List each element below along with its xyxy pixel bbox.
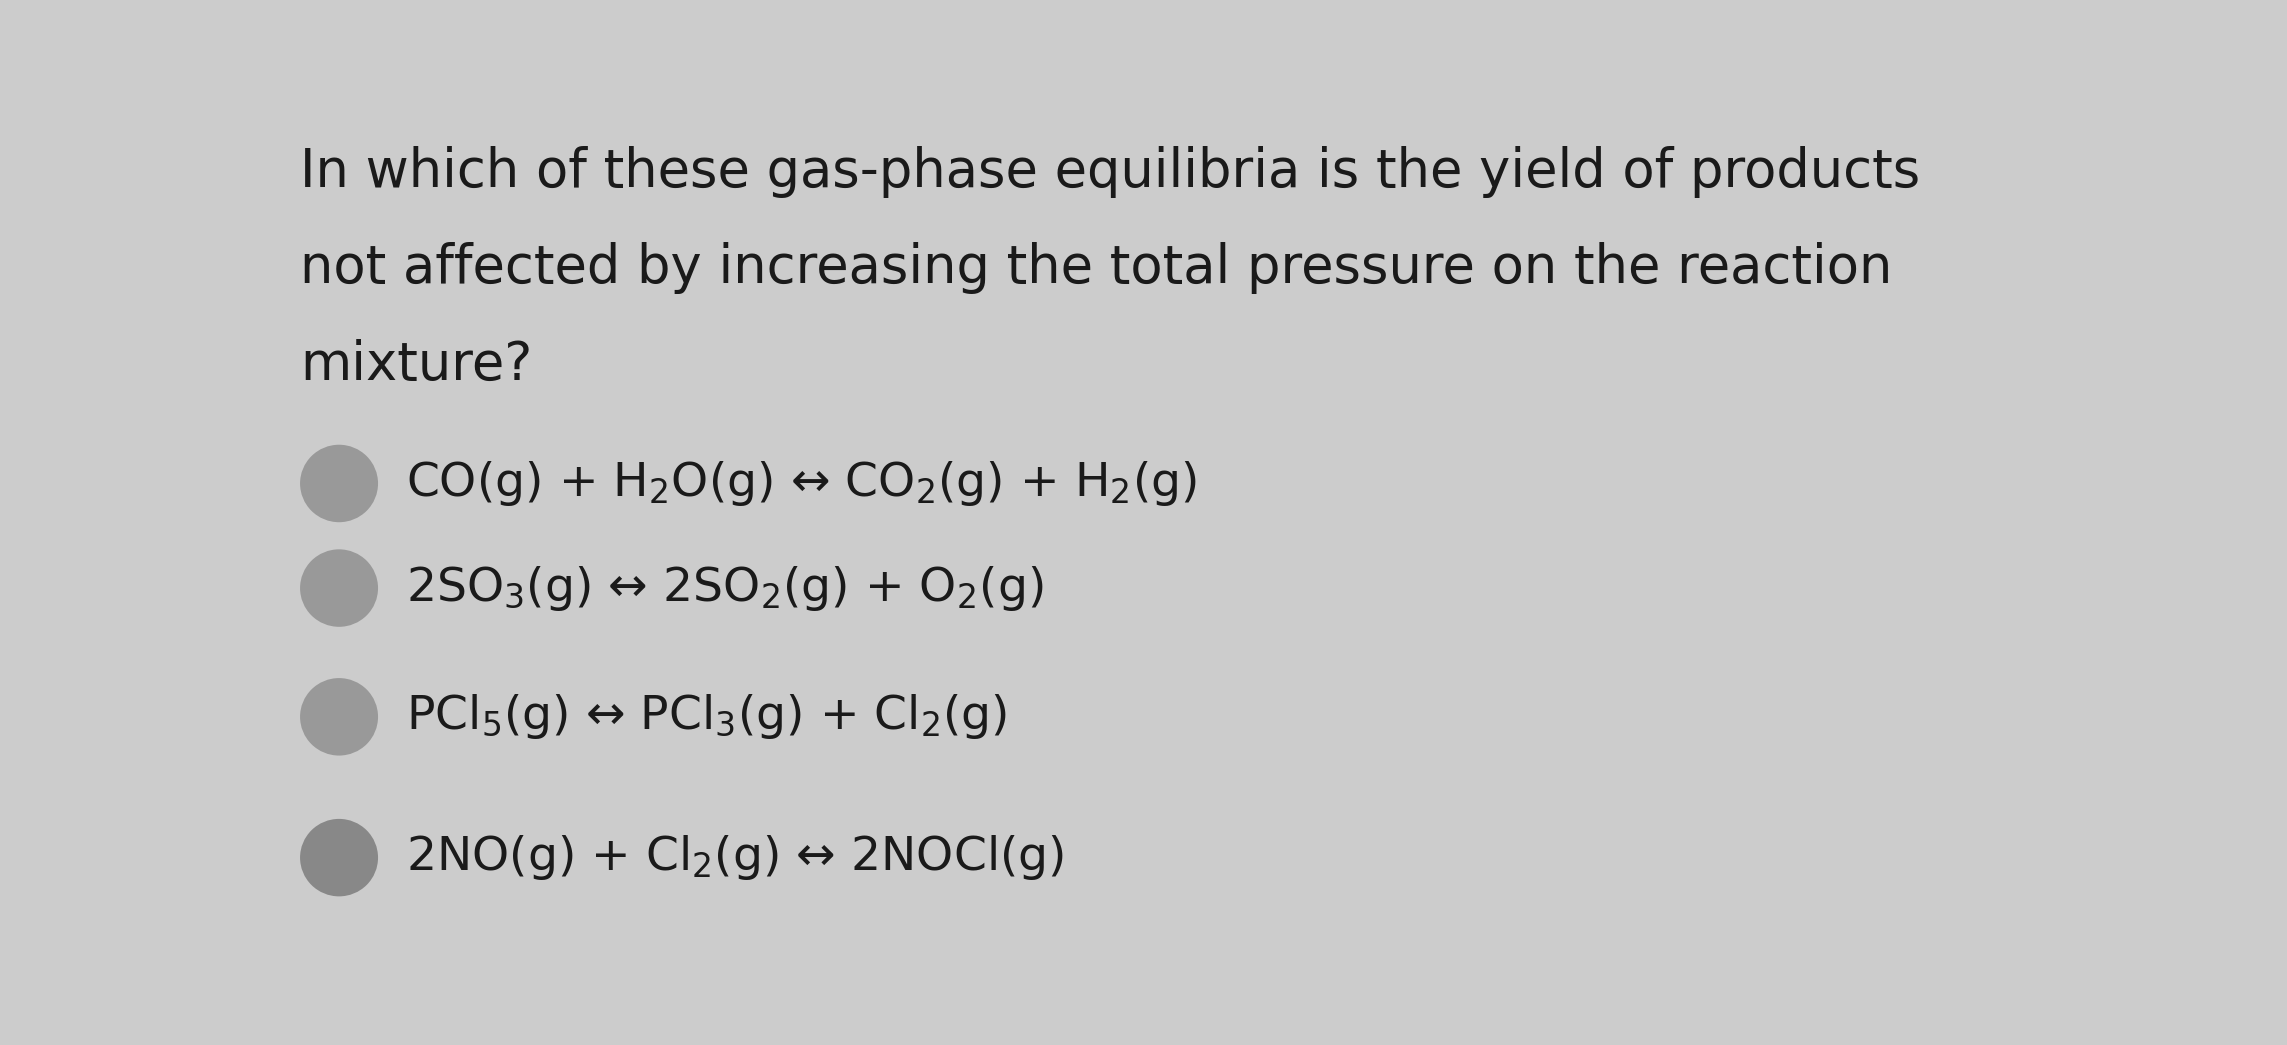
- Text: In which of these gas-phase equilibria is the yield of products: In which of these gas-phase equilibria i…: [300, 145, 1921, 198]
- Ellipse shape: [300, 678, 377, 756]
- Text: not affected by increasing the total pressure on the reaction: not affected by increasing the total pre…: [300, 242, 1891, 294]
- Text: mixture?: mixture?: [300, 339, 533, 391]
- Text: 2SO$_{3}$(g) ↔ 2SO$_{2}$(g) + O$_{2}$(g): 2SO$_{3}$(g) ↔ 2SO$_{2}$(g) + O$_{2}$(g): [407, 563, 1045, 612]
- Ellipse shape: [300, 445, 377, 522]
- Ellipse shape: [300, 819, 377, 897]
- Text: 2NO(g) + Cl$_{2}$(g) ↔ 2NOCl(g): 2NO(g) + Cl$_{2}$(g) ↔ 2NOCl(g): [407, 833, 1063, 882]
- Text: PCl$_{5}$(g) ↔ PCl$_{3}$(g) + Cl$_{2}$(g): PCl$_{5}$(g) ↔ PCl$_{3}$(g) + Cl$_{2}$(g…: [407, 693, 1009, 741]
- Ellipse shape: [300, 550, 377, 627]
- Text: CO(g) + H$_{2}$O(g) ↔ CO$_{2}$(g) + H$_{2}$(g): CO(g) + H$_{2}$O(g) ↔ CO$_{2}$(g) + H$_{…: [407, 459, 1198, 508]
